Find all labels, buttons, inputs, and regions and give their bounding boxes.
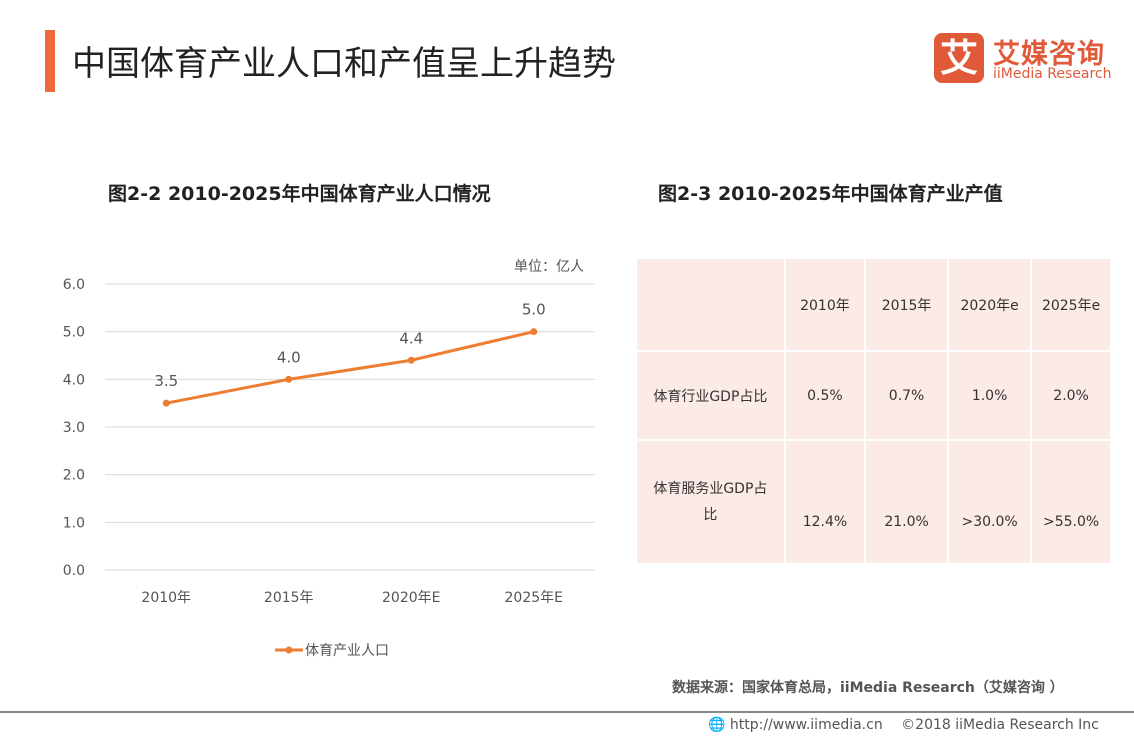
footer-url[interactable]: http://www.iimedia.cn xyxy=(729,717,883,733)
legend-label: 体育产业人口 xyxy=(305,643,389,659)
table-cell: >55.0% xyxy=(1030,439,1112,565)
y-tick-label: 2.0 xyxy=(63,468,85,484)
logo-cn: 艾媒咨询 xyxy=(993,39,1105,70)
unit-label: 单位：亿人 xyxy=(514,259,584,275)
y-tick-label: 1.0 xyxy=(63,515,85,531)
data-point xyxy=(407,356,415,364)
title-accent-bar xyxy=(45,30,55,92)
table-cell: 1.0% xyxy=(947,350,1033,441)
table-cell: 2.0% xyxy=(1030,350,1112,441)
globe-icon: 🌐 xyxy=(708,717,726,733)
table-header-cell xyxy=(635,257,786,352)
logo-mark: 艾 xyxy=(934,33,984,83)
page-title: 中国体育产业人口和产值呈上升趋势 xyxy=(72,44,616,84)
y-tick-label: 6.0 xyxy=(63,277,85,293)
footer-divider xyxy=(0,711,1134,713)
data-label: 3.5 xyxy=(154,372,178,390)
data-label: 4.0 xyxy=(277,348,301,366)
table-cell: >30.0% xyxy=(947,439,1033,565)
y-tick-label: 5.0 xyxy=(63,325,85,341)
data-label: 4.4 xyxy=(399,329,423,347)
table-cell: 12.4% xyxy=(783,439,867,565)
table-cell: 0.5% xyxy=(783,350,867,441)
table-cell: 体育行业GDP占比 xyxy=(635,350,786,441)
y-tick-label: 3.0 xyxy=(63,420,85,436)
data-point xyxy=(285,375,293,383)
y-tick-label: 0.0 xyxy=(63,563,85,579)
source-note: 数据来源：国家体育总局，iiMedia Research（艾媒咨询 ） xyxy=(672,680,1064,696)
table-cell: 体育服务业GDP占比 xyxy=(635,439,786,565)
table-cell: 21.0% xyxy=(864,439,950,565)
table-header-cell: 2025年e xyxy=(1030,257,1112,352)
footer: 🌐 http://www.iimedia.cn ©2018 iiMedia Re… xyxy=(708,717,1099,733)
legend-marker xyxy=(285,646,293,654)
data-point xyxy=(530,328,538,336)
logo-en: iiMedia Research xyxy=(993,66,1112,82)
series-line xyxy=(165,330,535,405)
table-header-cell: 2015年 xyxy=(864,257,950,352)
x-tick-label: 2010年 xyxy=(141,590,191,606)
gdp-table: 2010年 2015年 2020年e 2025年e 体育行业GDP占比 0.5% 0.7%… xyxy=(635,257,1112,565)
table-cell: 0.7% xyxy=(864,350,950,441)
table-header-cell: 2010年 xyxy=(783,257,867,352)
data-label: 5.0 xyxy=(522,301,546,319)
line-chart: 0.0 1.0 2.0 3.0 4.0 5.0 6.0 2010年 2015年 2020年E 202… xyxy=(63,277,595,659)
data-point xyxy=(162,399,170,407)
x-tick-label: 2025年E xyxy=(505,590,563,606)
table-header-cell: 2020年e xyxy=(947,257,1033,352)
y-tick-label: 4.0 xyxy=(63,372,85,388)
x-tick-label: 2020年E xyxy=(382,590,440,606)
chart-title: 图2-2 2010-2025年中国体育产业人口情况 xyxy=(108,183,491,205)
footer-copyright: ©2018 iiMedia Research Inc xyxy=(901,717,1099,733)
table-title: 图2-3 2010-2025年中国体育产业产值 xyxy=(658,183,1003,205)
x-tick-label: 2015年 xyxy=(264,590,314,606)
